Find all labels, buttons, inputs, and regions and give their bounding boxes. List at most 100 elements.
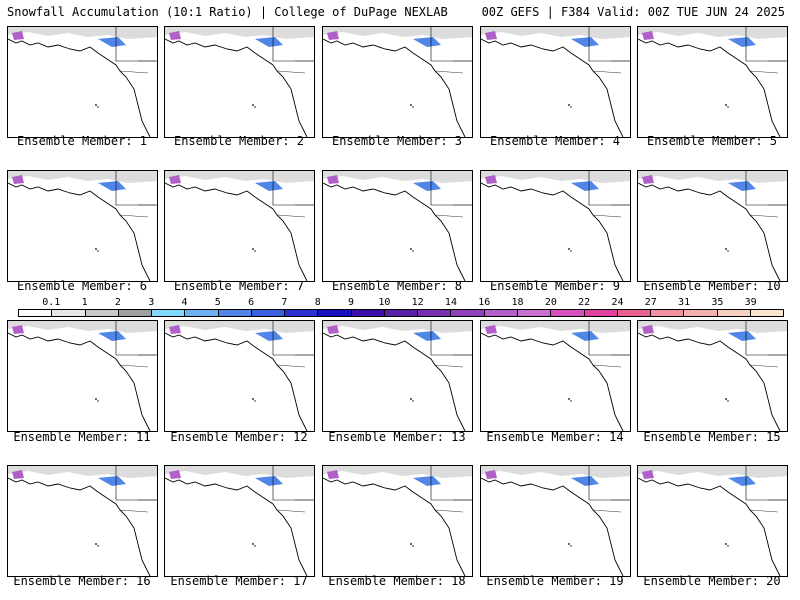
snow-heavy bbox=[12, 470, 24, 479]
pacific-northwest-map bbox=[481, 321, 630, 431]
pacific-northwest-map bbox=[481, 171, 630, 281]
pacific-northwest-map bbox=[8, 171, 157, 281]
island-dot bbox=[568, 248, 570, 250]
snow-moderate bbox=[571, 37, 599, 47]
coastline bbox=[323, 332, 466, 431]
island-dot bbox=[725, 543, 727, 545]
island-dot bbox=[97, 400, 99, 402]
snow-light bbox=[8, 321, 157, 333]
ensemble-map-panel bbox=[480, 465, 631, 577]
snow-moderate bbox=[413, 37, 441, 47]
coastline bbox=[481, 477, 624, 576]
state-border bbox=[276, 60, 314, 74]
snow-light bbox=[638, 321, 787, 333]
island-dot bbox=[254, 250, 256, 252]
snow-moderate bbox=[571, 476, 599, 486]
pacific-northwest-map bbox=[8, 466, 157, 576]
snow-heavy bbox=[327, 175, 339, 184]
colorbar-tick-label: 5 bbox=[214, 297, 221, 308]
ensemble-member-label: Ensemble Member: 5 bbox=[646, 134, 778, 148]
colorbar-swatch bbox=[52, 310, 86, 316]
snow-moderate bbox=[98, 181, 126, 191]
ensemble-member-label: Ensemble Member: 4 bbox=[489, 134, 621, 148]
island-dot bbox=[254, 106, 256, 108]
ensemble-member-label: Ensemble Member: 16 bbox=[13, 574, 151, 588]
snow-light bbox=[165, 321, 314, 333]
ensemble-map-panel bbox=[322, 320, 473, 432]
snow-heavy bbox=[327, 31, 339, 40]
colorbar-swatch bbox=[384, 310, 419, 316]
colorbar-tick-label: 3 bbox=[148, 297, 155, 308]
state-border bbox=[749, 60, 787, 74]
coastline bbox=[481, 332, 624, 431]
snow-moderate bbox=[255, 476, 283, 486]
island-dot bbox=[568, 398, 570, 400]
colorbar-tick-label: 18 bbox=[511, 297, 524, 308]
pacific-northwest-map bbox=[165, 27, 314, 137]
coastline bbox=[638, 38, 781, 137]
colorbar-swatch bbox=[218, 310, 252, 316]
state-border bbox=[592, 499, 630, 513]
island-dot bbox=[412, 545, 414, 547]
snow-heavy bbox=[169, 325, 181, 334]
ensemble-member-label: Ensemble Member: 11 bbox=[13, 430, 151, 444]
snow-heavy bbox=[327, 470, 339, 479]
ensemble-map-panel bbox=[164, 465, 315, 577]
colorbar-tick-label: 10 bbox=[378, 297, 391, 308]
colorbar-tick-label: 8 bbox=[314, 297, 321, 308]
island-dot bbox=[412, 250, 414, 252]
coastline bbox=[323, 38, 466, 137]
ensemble-map-panel bbox=[322, 170, 473, 282]
island-dot bbox=[97, 250, 99, 252]
snow-moderate bbox=[255, 37, 283, 47]
pacific-northwest-map bbox=[638, 27, 787, 137]
colorbar-swatch bbox=[750, 310, 784, 316]
colorbar-swatch bbox=[85, 310, 119, 316]
snow-heavy bbox=[485, 470, 497, 479]
ensemble-map-panel bbox=[164, 170, 315, 282]
snow-light bbox=[638, 171, 787, 183]
state-border bbox=[434, 204, 472, 218]
island-dot bbox=[412, 106, 414, 108]
snow-light bbox=[165, 27, 314, 39]
snowfall-colorbar bbox=[18, 309, 784, 317]
pacific-northwest-map bbox=[165, 466, 314, 576]
colorbar-tick-label: 7 bbox=[281, 297, 288, 308]
state-border bbox=[434, 354, 472, 368]
island-dot bbox=[410, 248, 412, 250]
ensemble-map-panel bbox=[637, 465, 788, 577]
island-dot bbox=[252, 248, 254, 250]
colorbar-tick-label: 14 bbox=[444, 297, 457, 308]
island-dot bbox=[727, 106, 729, 108]
colorbar-tick-label: 20 bbox=[544, 297, 557, 308]
ensemble-map-panel bbox=[322, 26, 473, 138]
island-dot bbox=[254, 545, 256, 547]
state-border bbox=[749, 204, 787, 218]
state-border bbox=[434, 499, 472, 513]
pacific-northwest-map bbox=[638, 321, 787, 431]
island-dot bbox=[410, 104, 412, 106]
island-dot bbox=[252, 104, 254, 106]
coastline bbox=[165, 182, 308, 281]
state-border bbox=[592, 60, 630, 74]
colorbar-tick-label: 0.1 bbox=[42, 297, 61, 308]
island-dot bbox=[727, 545, 729, 547]
ensemble-map-panel bbox=[7, 26, 158, 138]
snow-heavy bbox=[642, 325, 654, 334]
snow-light bbox=[8, 466, 157, 478]
island-dot bbox=[725, 248, 727, 250]
snow-heavy bbox=[169, 175, 181, 184]
colorbar-tick-label: 1 bbox=[81, 297, 88, 308]
ensemble-map-panel bbox=[164, 26, 315, 138]
colorbar-tick-label: 4 bbox=[181, 297, 188, 308]
ensemble-member-label: Ensemble Member: 10 bbox=[643, 279, 781, 293]
ensemble-member-label: Ensemble Member: 9 bbox=[489, 279, 621, 293]
snow-heavy bbox=[169, 470, 181, 479]
snow-moderate bbox=[413, 181, 441, 191]
ensemble-member-label: Ensemble Member: 3 bbox=[331, 134, 463, 148]
ensemble-map-panel bbox=[637, 170, 788, 282]
island-dot bbox=[95, 398, 97, 400]
snow-heavy bbox=[642, 175, 654, 184]
snow-light bbox=[8, 171, 157, 183]
snow-moderate bbox=[255, 331, 283, 341]
